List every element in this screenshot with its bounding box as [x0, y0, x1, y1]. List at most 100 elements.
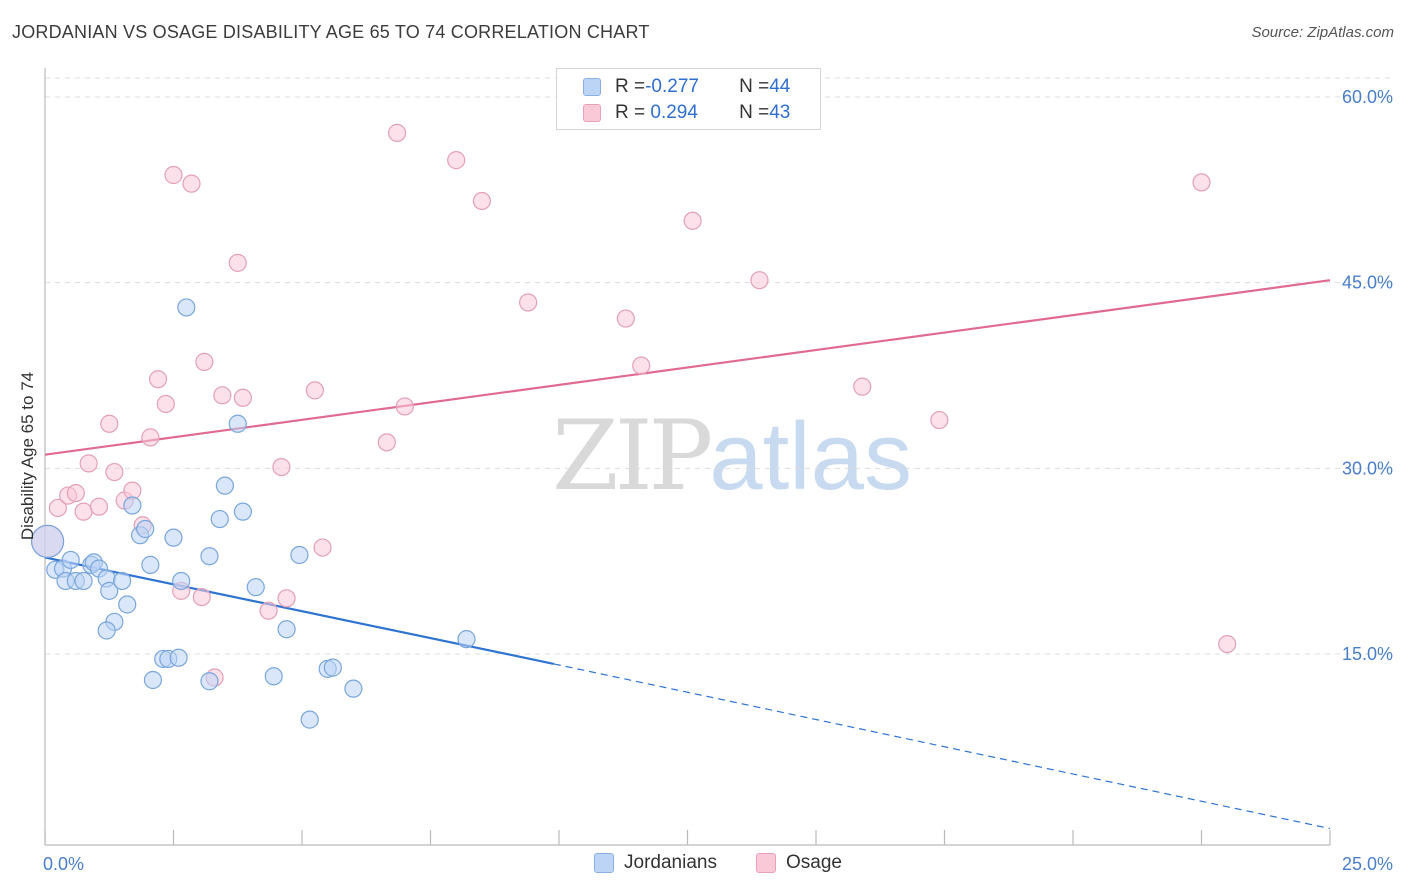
osage-point	[66, 483, 85, 503]
jordanians-point	[143, 670, 163, 690]
osage-point	[313, 538, 332, 557]
osage-point	[233, 388, 252, 407]
legend-r-value: 0.294	[645, 102, 698, 123]
jordanians-point	[141, 555, 160, 574]
y-axis-title: Disability Age 65 to 74	[18, 372, 37, 540]
jordanians-point	[300, 710, 319, 729]
watermark-zip: ZIP	[552, 400, 713, 512]
jordanians-point	[344, 679, 363, 698]
osage-point	[259, 601, 278, 620]
legend-n-label: N =	[739, 76, 770, 97]
jordanians-point	[136, 519, 155, 539]
jordanians-point	[118, 595, 137, 614]
jordanians-point	[210, 509, 229, 529]
x-tick-label: 0.0%	[43, 854, 84, 874]
jordanians-point	[323, 658, 342, 677]
grid-layer	[45, 77, 1392, 655]
osage-point	[148, 370, 168, 389]
osage-point	[272, 457, 291, 477]
osage-trend-line	[44, 279, 1331, 456]
bottom-legend-swatch-blue	[594, 853, 614, 873]
osage-point	[1218, 634, 1237, 654]
trend-layer	[44, 279, 1331, 830]
jordanians-point	[172, 571, 191, 591]
jordanians-point	[74, 571, 93, 591]
jordanians-point	[100, 581, 119, 600]
y-tick-label: 30.0%	[1342, 458, 1393, 478]
bottom-legend-label: Osage	[786, 852, 842, 873]
jordanians-point	[228, 414, 247, 433]
osage-point	[89, 497, 109, 516]
jordanians-point	[215, 476, 234, 495]
jordanians-point	[97, 621, 116, 640]
jordanians-point	[123, 496, 142, 515]
osage-point	[305, 381, 324, 400]
jordanians-point	[290, 545, 309, 565]
osage-point	[79, 454, 98, 473]
bottom-legend-jordanians: Jordanians	[594, 850, 717, 876]
point-layer	[30, 123, 1237, 729]
jordanians-point	[233, 502, 252, 521]
osage-point	[156, 394, 175, 414]
osage-point	[387, 123, 407, 142]
jordanians-point	[200, 547, 219, 566]
osage-point	[105, 462, 124, 482]
watermark-atlas: atlas	[709, 403, 912, 510]
legend-row-jordanians: R = -0.277 N = 44	[583, 74, 790, 100]
y-tick-label: 60.0%	[1342, 87, 1393, 107]
osage-point	[930, 410, 949, 430]
jordanians-point	[200, 672, 219, 691]
osage-point	[48, 498, 67, 518]
jordanians-point	[264, 667, 283, 686]
osage-point	[683, 211, 702, 230]
osage-point	[192, 587, 211, 607]
osage-point	[195, 352, 214, 371]
watermark: ZIPatlas	[552, 400, 912, 512]
x-tick-label: 25.0%	[1342, 854, 1393, 874]
osage-point	[141, 428, 160, 447]
osage-point	[100, 414, 119, 433]
legend-n-value: 43	[769, 102, 791, 123]
chart-title: JORDANIAN VS OSAGE DISABILITY AGE 65 TO …	[12, 22, 650, 42]
osage-point	[277, 589, 296, 608]
osage-point	[750, 271, 769, 290]
osage-point	[182, 174, 201, 193]
osage-point	[377, 433, 396, 452]
legend-swatch-pink	[583, 104, 601, 122]
legend-n-value: 44	[769, 76, 791, 97]
axis-layer	[44, 68, 1331, 846]
bottom-legend-osage: Osage	[756, 850, 842, 876]
jordanians-point	[112, 571, 132, 591]
y-tick-label: 45.0%	[1342, 273, 1393, 293]
osage-point	[1192, 173, 1211, 192]
jordanians-point	[169, 648, 188, 667]
osage-point	[447, 151, 466, 170]
label-layer: 15.0% 30.0% 45.0% 60.0% 0.0% 25.0% Disability …	[18, 87, 1393, 874]
legend-r-label: R =	[615, 76, 646, 97]
jordanians-point	[164, 528, 183, 547]
osage-point	[213, 386, 232, 405]
y-tick-label: 15.0%	[1342, 644, 1393, 664]
legend-r-value: -0.277	[645, 76, 699, 97]
osage-point	[472, 191, 491, 211]
jordanians-point	[457, 630, 476, 649]
osage-point	[616, 309, 635, 328]
legend-swatch-blue	[583, 78, 601, 96]
osage-point	[632, 356, 651, 375]
osage-point	[164, 165, 183, 185]
bottom-legend-swatch-pink	[756, 853, 776, 873]
osage-point	[853, 377, 872, 396]
osage-point	[228, 253, 247, 272]
jordanians-point	[177, 298, 196, 317]
osage-point	[519, 293, 538, 312]
legend-n-label: N =	[739, 102, 770, 123]
legend-row-osage: R = 0.294 N = 43	[583, 100, 790, 126]
jordanians-point	[246, 578, 265, 597]
jordanians-point	[61, 550, 80, 570]
osage-point	[395, 397, 414, 416]
osage-point	[74, 502, 93, 521]
chart-source: Source: ZipAtlas.com	[1251, 24, 1394, 41]
legend-r-label: R =	[615, 102, 646, 123]
correlation-legend: R = -0.277 N = 44 R = 0.294 N = 43	[556, 68, 821, 130]
